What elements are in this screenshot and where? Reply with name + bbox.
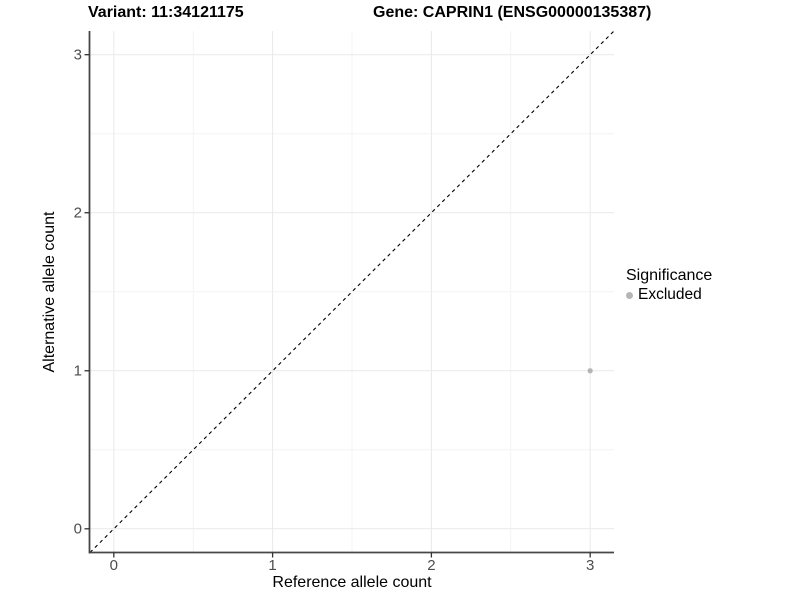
variant-title: Variant: 11:34121175 <box>88 4 244 21</box>
legend-title: Significance <box>626 267 713 284</box>
legend-items: Excluded <box>626 286 712 304</box>
legend-item-label: Excluded <box>638 286 702 303</box>
gene-title: Gene: CAPRIN1 (ENSG00000135387) <box>373 4 652 21</box>
legend-item: Excluded <box>626 286 712 304</box>
x-tick-label: 3 <box>586 557 595 574</box>
y-tick-label: 2 <box>73 204 82 222</box>
legend-point-icon <box>626 291 633 299</box>
y-tick-label: 1 <box>73 362 82 380</box>
minor-gridlines <box>90 31 614 553</box>
axis-lines <box>88 31 614 554</box>
legend: Significance Excluded <box>626 267 712 304</box>
x-tick-label: 2 <box>427 557 436 574</box>
x-tick-label: 1 <box>268 557 277 574</box>
y-tick-label: 0 <box>73 520 82 538</box>
axis-tick-marks <box>84 54 591 558</box>
x-axis-title: Reference allele count <box>272 574 432 591</box>
data-points <box>587 368 593 374</box>
major-gridlines <box>90 31 614 553</box>
y-axis-title: Alternative allele count <box>41 211 58 373</box>
y-tick-label: 3 <box>73 46 82 64</box>
identity-dashed-line <box>89 30 615 553</box>
x-tick-label: 0 <box>109 557 118 574</box>
